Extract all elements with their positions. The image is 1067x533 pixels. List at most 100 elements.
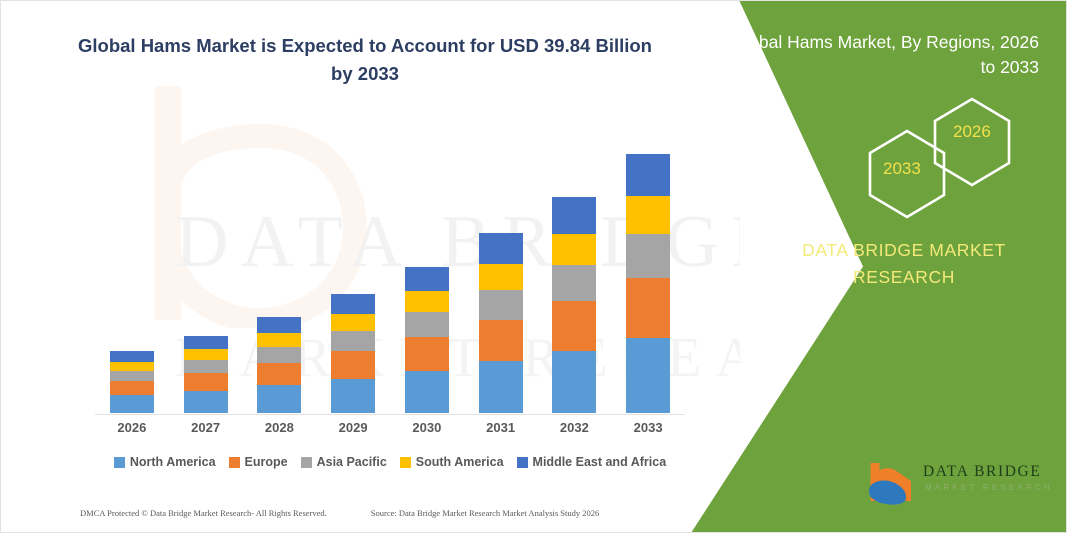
bar-segment — [331, 351, 376, 379]
chart-title: Global Hams Market is Expected to Accoun… — [78, 35, 652, 84]
hex-2026-shape — [933, 97, 1011, 187]
stacked-bar — [331, 294, 376, 413]
bar-segment — [626, 277, 671, 338]
bar-segment — [404, 336, 449, 371]
stacked-bar — [478, 232, 523, 413]
x-axis-tick: 2033 — [633, 420, 663, 435]
footer-left-text: DMCA Protected © Data Bridge Market Rese… — [80, 508, 327, 518]
bar-segment — [478, 361, 523, 413]
panel-brand-text: DATA BRIDGE MARKET RESEARCH — [779, 237, 1029, 291]
stacked-bar — [404, 266, 449, 413]
bar-column — [243, 130, 317, 413]
legend-swatch — [113, 456, 125, 468]
hex-2033-shape — [868, 129, 946, 219]
legend-swatch — [300, 456, 312, 468]
legend-label: South America — [415, 455, 504, 469]
bar-segment — [257, 362, 302, 386]
bar-segment — [552, 197, 597, 234]
legend-swatch — [516, 456, 528, 468]
hex-badge-group: 2026 2033 — [849, 95, 1029, 220]
bar-segment — [331, 314, 376, 332]
legend-item[interactable]: North America — [113, 455, 216, 469]
stacked-bar — [183, 336, 228, 413]
bar-segment — [404, 266, 449, 292]
legend-swatch — [399, 456, 411, 468]
chart-legend: North America Europe Asia Pacific South Ame… — [95, 455, 685, 469]
bar-segment — [183, 360, 228, 374]
bar-segment — [183, 336, 228, 350]
hex-outline-svg — [868, 97, 1011, 219]
x-axis-tick-labels: 2026 2027 2028 2029 2030 2031 2032 2033 — [95, 420, 685, 435]
bar-segment — [626, 337, 671, 413]
legend-item[interactable]: Middle East and Africa — [516, 455, 667, 469]
bar-segment — [552, 264, 597, 302]
bar-segment — [257, 346, 302, 363]
bar-segment — [478, 320, 523, 361]
bar-segment — [109, 395, 154, 413]
stacked-bar — [552, 197, 597, 413]
bar-segment — [626, 233, 671, 278]
bar-column — [95, 130, 169, 413]
bar-segment — [626, 154, 671, 196]
x-axis-tick: 2026 — [117, 420, 147, 435]
watermark-b-logo-icon — [155, 86, 368, 328]
bar-segment — [257, 333, 302, 347]
x-axis-tick: 2031 — [486, 420, 516, 435]
x-axis-line — [95, 414, 685, 415]
bar-segment — [331, 378, 376, 413]
stacked-bar — [109, 351, 154, 413]
legend-label: Asia Pacific — [316, 455, 387, 469]
data-bridge-mark-icon — [869, 463, 911, 505]
bar-group — [95, 130, 685, 413]
panel-brand-line-1: DATA BRIDGE MARKET — [802, 240, 1006, 260]
hex-2033-label: 2033 — [883, 159, 921, 178]
bar-column — [316, 130, 390, 413]
bar-segment — [478, 232, 523, 264]
bar-column — [538, 130, 612, 413]
bar-segment — [404, 291, 449, 313]
legend-item[interactable]: Asia Pacific — [300, 455, 387, 469]
legend-item[interactable]: Europe — [228, 455, 288, 469]
panel-title: Global Hams Market, By Regions, 2026 to … — [731, 32, 1039, 78]
stacked-bar — [626, 154, 671, 413]
x-axis-tick: 2032 — [559, 420, 589, 435]
legend-label: Middle East and Africa — [532, 455, 667, 469]
hex-2026-label: 2026 — [953, 122, 991, 141]
bar-segment — [183, 373, 228, 391]
legend-swatch — [228, 456, 240, 468]
bar-segment — [404, 312, 449, 337]
bar-column — [390, 130, 464, 413]
bar-segment — [183, 390, 228, 413]
bar-segment — [552, 233, 597, 265]
logo-subtitle: MARKET RESEARCH — [925, 483, 1053, 492]
bar-segment — [109, 381, 154, 396]
bar-segment — [257, 316, 302, 334]
bar-segment — [331, 331, 376, 352]
legend-label: North America — [129, 455, 216, 469]
bar-segment — [183, 349, 228, 361]
legend-item[interactable]: South America — [399, 455, 504, 469]
bar-column — [169, 130, 243, 413]
bar-segment — [552, 301, 597, 351]
bar-segment — [478, 263, 523, 290]
bar-segment — [257, 385, 302, 413]
bar-segment — [478, 289, 523, 321]
logo-title: DATA BRIDGE — [923, 463, 1042, 480]
bar-segment — [331, 294, 376, 315]
stacked-bar — [257, 316, 302, 413]
bar-segment — [552, 350, 597, 413]
bar-segment — [109, 370, 154, 382]
bar-segment — [626, 195, 671, 234]
footer-right-text: Source: Data Bridge Market Research Mark… — [370, 508, 600, 518]
bar-column — [464, 130, 538, 413]
panel-brand-line-2: RESEARCH — [852, 267, 956, 288]
x-axis-tick: 2028 — [264, 420, 294, 435]
legend-label: Europe — [244, 455, 288, 469]
footer-bar: DMCA Protected © Data Bridge Market Rese… — [80, 508, 680, 518]
x-axis-tick: 2029 — [338, 420, 368, 435]
chart-plot-area — [95, 130, 685, 415]
x-axis-tick: 2030 — [412, 420, 442, 435]
bar-column — [611, 130, 685, 413]
bar-segment — [109, 351, 154, 362]
